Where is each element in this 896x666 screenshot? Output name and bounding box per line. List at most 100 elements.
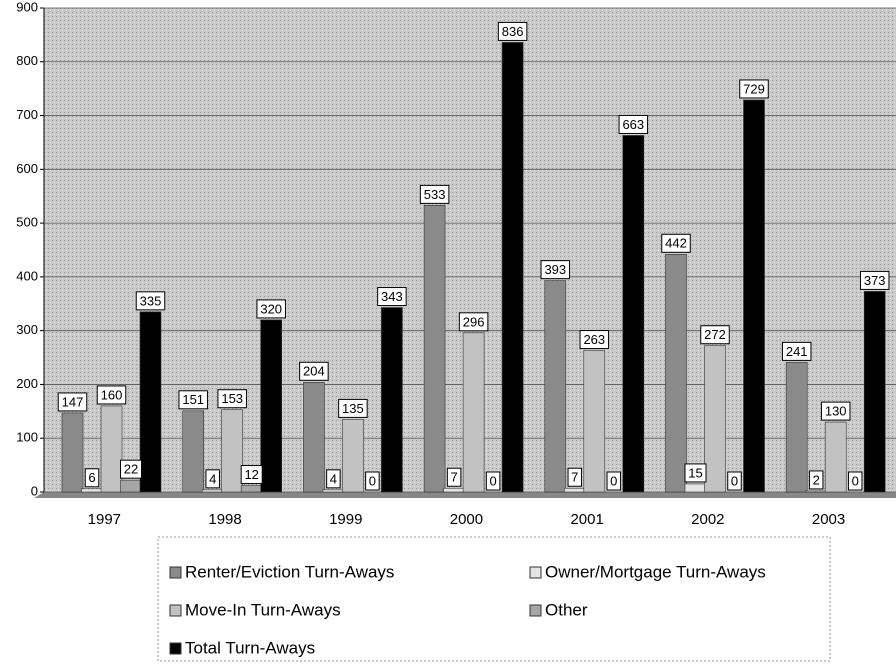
data-label: 320 [260, 301, 282, 316]
legend-label: Total Turn-Aways [185, 638, 315, 657]
data-label: 0 [369, 473, 376, 488]
legend-swatch [529, 604, 542, 617]
data-label: 533 [424, 187, 446, 202]
data-label: 0 [731, 473, 738, 488]
legend-label: Move-In Turn-Aways [185, 600, 341, 619]
bar [201, 489, 224, 493]
data-label-box [178, 390, 208, 410]
data-label: 663 [622, 117, 644, 132]
x-tick-label: 2000 [450, 511, 483, 528]
data-label: 0 [610, 473, 617, 488]
data-label-box [847, 471, 863, 491]
legend-swatch [169, 566, 182, 579]
bar [182, 410, 204, 493]
bar [443, 487, 465, 493]
data-label: 147 [62, 394, 84, 409]
bar [704, 345, 726, 493]
data-label: 153 [221, 391, 243, 406]
data-label-box [338, 398, 368, 418]
y-tick-label: 800 [16, 53, 38, 68]
bar [622, 135, 645, 493]
data-label: 4 [209, 471, 216, 486]
data-label: 241 [786, 344, 808, 359]
data-label: 335 [140, 293, 162, 308]
data-label: 729 [743, 81, 765, 96]
legend-swatch [529, 566, 542, 579]
bar [381, 307, 403, 493]
bar [563, 487, 586, 493]
data-label: 15 [688, 465, 702, 480]
data-label-box [727, 471, 742, 491]
bar [240, 485, 263, 493]
bar [139, 311, 162, 493]
y-tick-label: 900 [16, 0, 38, 14]
y-tick-label: 0 [31, 483, 38, 498]
data-label-box [820, 401, 851, 421]
data-label: 2 [813, 472, 820, 487]
data-label-box [458, 312, 489, 332]
data-label: 272 [704, 327, 726, 342]
data-label: 135 [342, 401, 364, 416]
y-tick-label: 500 [16, 215, 38, 230]
bar [743, 99, 765, 493]
legend-label: Renter/Eviction Turn-Aways [185, 562, 394, 581]
data-label: 0 [489, 473, 496, 488]
data-label-box [618, 114, 649, 134]
bar [462, 332, 485, 493]
bar [342, 419, 364, 493]
x-tick-label: 1997 [88, 511, 121, 528]
x-tick-label: 2003 [812, 511, 845, 528]
data-label: 160 [101, 387, 123, 402]
data-label-box [57, 392, 88, 412]
data-label-box [365, 471, 380, 491]
bar [863, 291, 886, 493]
data-label: 22 [124, 462, 138, 477]
data-label-box [446, 467, 462, 487]
data-label-box [217, 389, 247, 409]
y-tick-label: 400 [16, 268, 38, 283]
data-label-box [240, 465, 263, 485]
data-label: 12 [244, 467, 258, 482]
bar [221, 409, 243, 493]
data-label: 296 [463, 314, 485, 329]
legend [157, 536, 831, 662]
bar [824, 421, 847, 493]
data-label: 130 [825, 404, 847, 419]
data-label-box [739, 79, 769, 99]
data-label-box [326, 469, 341, 489]
bar [322, 489, 345, 493]
data-label-box [579, 330, 610, 350]
y-tick-label: 700 [16, 107, 38, 122]
bar [120, 479, 142, 493]
legend-swatch [169, 604, 182, 617]
data-label: 373 [864, 273, 886, 288]
data-label-box [684, 463, 707, 483]
bar [100, 405, 123, 493]
bar [423, 205, 446, 493]
data-label-box [419, 184, 450, 204]
data-label-box [781, 341, 812, 361]
data-label: 442 [665, 236, 687, 251]
data-label-box [485, 471, 501, 491]
bar [303, 381, 325, 493]
data-label-box [377, 287, 407, 307]
data-label: 204 [303, 364, 325, 379]
floor [34, 492, 896, 498]
x-tick-label: 2002 [691, 511, 724, 528]
bar [665, 254, 687, 493]
legend-swatch [169, 642, 182, 655]
bar [61, 412, 84, 493]
bar [805, 490, 828, 493]
data-label-box [700, 325, 730, 345]
x-tick-label: 1999 [329, 511, 362, 528]
data-label: 393 [544, 262, 566, 277]
data-label-box [135, 291, 166, 311]
y-tick-label: 200 [16, 376, 38, 391]
y-tick-label: 300 [16, 322, 38, 337]
bar [260, 319, 283, 493]
data-label-box [96, 385, 127, 405]
bar [544, 280, 567, 493]
bar [81, 488, 103, 493]
data-label: 836 [502, 24, 524, 39]
data-label-box [84, 468, 100, 488]
